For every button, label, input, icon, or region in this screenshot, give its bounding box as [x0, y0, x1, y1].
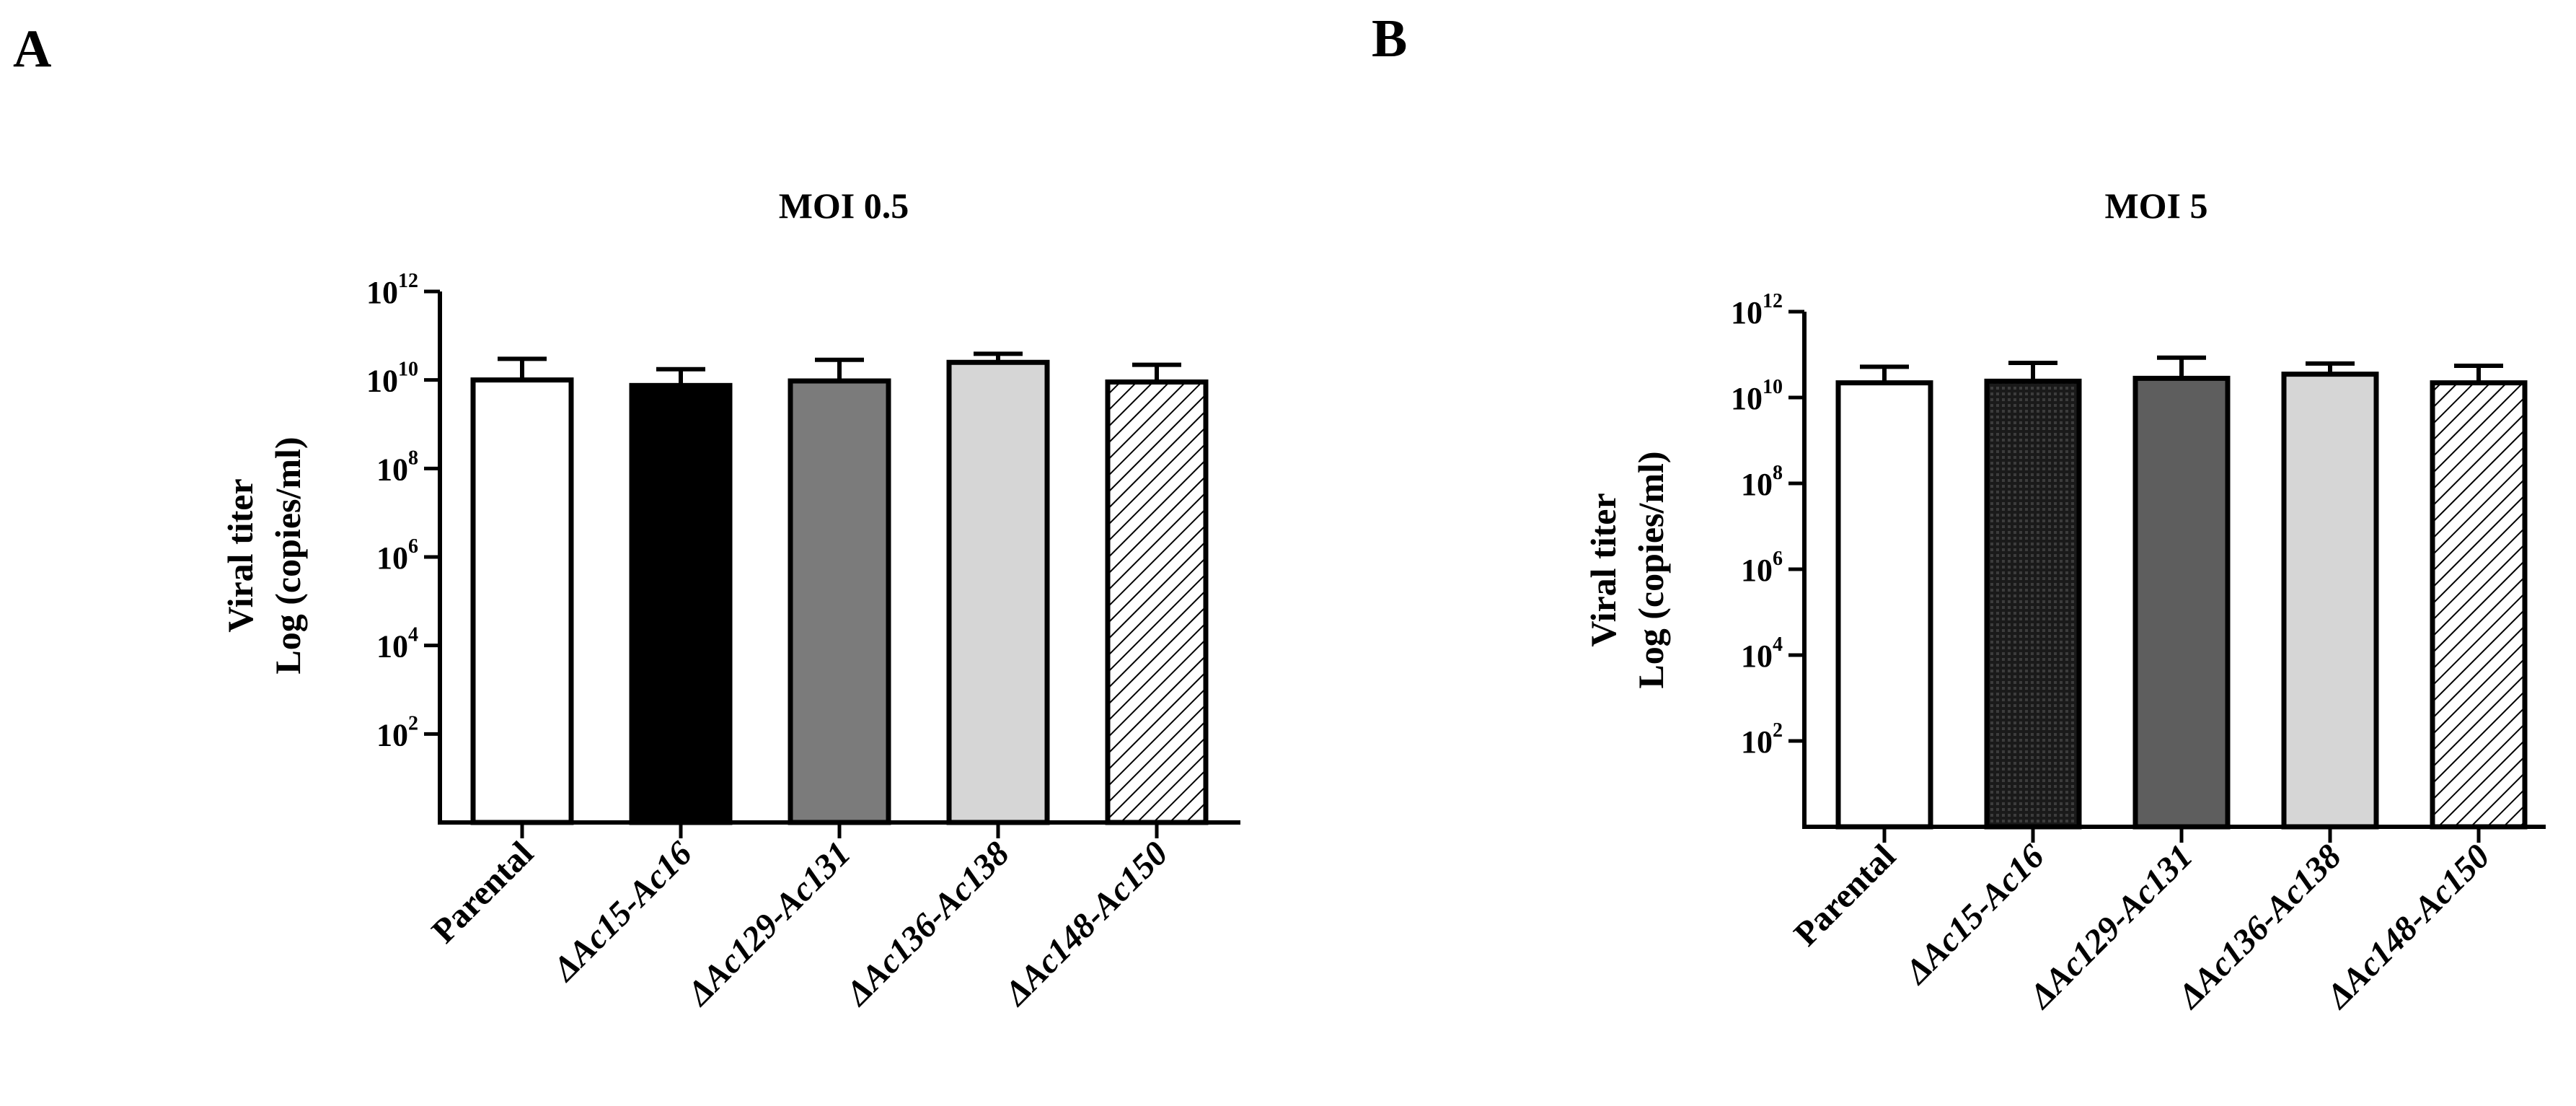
y-tick-label: 108	[376, 447, 418, 487]
bar	[470, 377, 574, 825]
y-tick-label: 106	[1741, 548, 1783, 588]
bar	[2281, 372, 2379, 830]
bar	[1105, 379, 1209, 825]
x-tick-label: Parental	[1787, 837, 1903, 953]
x-tick-label: ΔAc129-Ac131	[679, 834, 858, 1014]
y-tick-label: 1010	[1731, 376, 1783, 416]
y-tick-label: 1012	[366, 270, 418, 310]
y-tick-label: 1012	[1731, 290, 1783, 330]
y-tick-label: 108	[1741, 462, 1783, 502]
chart-title: MOI 5	[2104, 185, 2207, 226]
y-tick-label: 102	[376, 712, 418, 752]
y-tick-label: 104	[376, 624, 418, 664]
x-tick-label: Parental	[425, 834, 541, 950]
bar	[629, 382, 733, 825]
x-tick-label: ΔAc15-Ac16	[544, 834, 700, 989]
y-axis-label: Viral titer Log (copies/ml)	[220, 436, 308, 674]
chart-moi-0-5: MOI 0.5 Viral titer Log (copies/ml) 1012 101…	[220, 185, 1240, 1014]
y-tick-label: 1010	[366, 359, 418, 399]
chart-title: MOI 0.5	[779, 185, 909, 226]
bar	[946, 359, 1050, 825]
bar	[1835, 380, 1933, 830]
y-tick-label: 104	[1741, 633, 1783, 674]
panel-letter-a: A	[13, 19, 51, 79]
bar	[2132, 375, 2231, 830]
y-tick-label: 102	[1741, 719, 1783, 760]
bar	[788, 378, 891, 825]
x-tick-label: ΔAc148-Ac150	[996, 834, 1175, 1014]
bar	[2430, 380, 2528, 830]
bar	[1984, 378, 2082, 830]
y-axis-label: Viral titer Log (copies/ml)	[1583, 451, 1671, 688]
chart-moi-5: MOI 5 Viral titer Log (copies/ml) 1012 1010 1…	[1583, 185, 2546, 1017]
x-tick-label: ΔAc15-Ac16	[1897, 837, 2052, 992]
panel-letter-b: B	[1372, 9, 1407, 69]
y-tick-label: 106	[376, 535, 418, 576]
x-tick-label: ΔAc136-Ac138	[837, 834, 1017, 1014]
